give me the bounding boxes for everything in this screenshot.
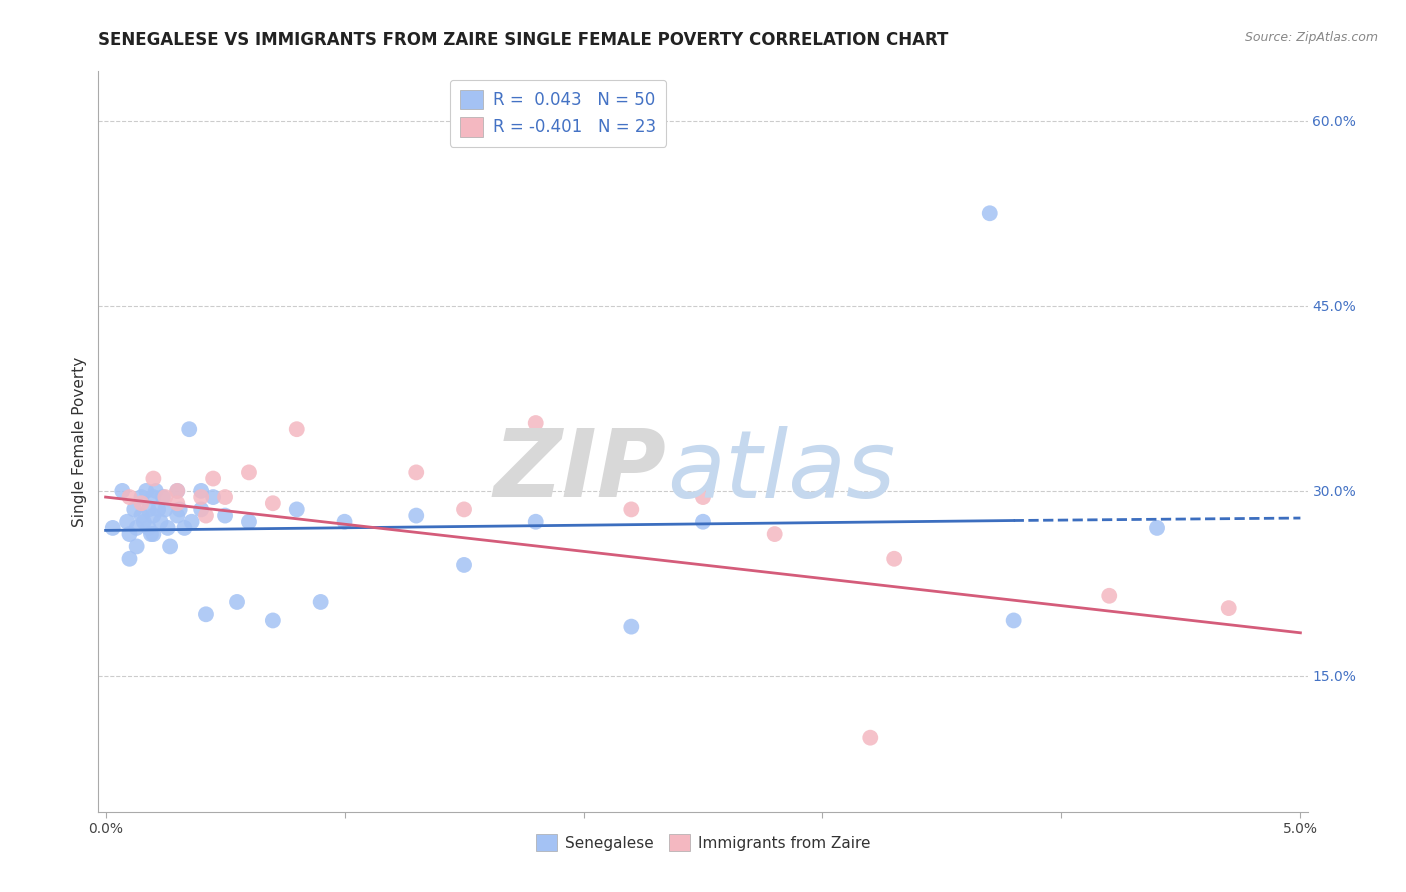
Point bbox=[333, 515, 356, 529]
Point bbox=[214, 508, 236, 523]
Point bbox=[142, 508, 165, 523]
Point bbox=[131, 496, 153, 510]
Point bbox=[138, 521, 160, 535]
Point bbox=[226, 595, 249, 609]
Point bbox=[405, 508, 427, 523]
Point bbox=[173, 521, 195, 535]
Point bbox=[238, 466, 260, 480]
Point bbox=[692, 490, 714, 504]
Point bbox=[122, 502, 145, 516]
Point bbox=[166, 496, 188, 510]
Point bbox=[142, 471, 165, 485]
Point bbox=[166, 483, 188, 498]
Point bbox=[118, 490, 141, 504]
Point bbox=[118, 551, 141, 566]
Point bbox=[142, 527, 165, 541]
Point bbox=[262, 496, 284, 510]
Point bbox=[179, 422, 201, 436]
Point bbox=[166, 483, 188, 498]
Point bbox=[453, 558, 475, 572]
Point bbox=[115, 515, 138, 529]
Text: SENEGALESE VS IMMIGRANTS FROM ZAIRE SINGLE FEMALE POVERTY CORRELATION CHART: SENEGALESE VS IMMIGRANTS FROM ZAIRE SING… bbox=[98, 31, 949, 49]
Point bbox=[524, 416, 547, 430]
Point bbox=[883, 551, 905, 566]
Point bbox=[159, 540, 181, 554]
Point bbox=[194, 508, 217, 523]
Point bbox=[620, 502, 643, 516]
Point bbox=[131, 490, 153, 504]
Point bbox=[190, 490, 212, 504]
Point bbox=[166, 508, 188, 523]
Point bbox=[620, 619, 643, 633]
Text: atlas: atlas bbox=[666, 425, 896, 516]
Point bbox=[146, 502, 169, 516]
Point bbox=[111, 483, 134, 498]
Point bbox=[202, 471, 225, 485]
Point bbox=[1098, 589, 1121, 603]
Point bbox=[190, 502, 212, 516]
Point bbox=[262, 614, 284, 628]
Point bbox=[1218, 601, 1240, 615]
Point bbox=[145, 483, 167, 498]
Point bbox=[118, 527, 141, 541]
Point bbox=[763, 527, 786, 541]
Point bbox=[285, 422, 308, 436]
Point bbox=[180, 515, 202, 529]
Y-axis label: Single Female Poverty: Single Female Poverty bbox=[72, 357, 87, 526]
Point bbox=[405, 466, 427, 480]
Point bbox=[138, 502, 160, 516]
Point bbox=[285, 502, 308, 516]
Point bbox=[190, 483, 212, 498]
Point bbox=[1002, 614, 1025, 628]
Point bbox=[142, 490, 165, 504]
Point bbox=[125, 540, 148, 554]
Point bbox=[859, 731, 882, 745]
Point bbox=[156, 521, 179, 535]
Point bbox=[309, 595, 332, 609]
Point bbox=[194, 607, 217, 622]
Point bbox=[169, 502, 191, 516]
Point bbox=[132, 515, 155, 529]
Point bbox=[692, 515, 714, 529]
Point bbox=[101, 521, 124, 535]
Point bbox=[131, 508, 153, 523]
Text: Source: ZipAtlas.com: Source: ZipAtlas.com bbox=[1244, 31, 1378, 45]
Point bbox=[979, 206, 1001, 220]
Point bbox=[155, 490, 177, 504]
Point bbox=[524, 515, 547, 529]
Point bbox=[152, 490, 174, 504]
Point bbox=[238, 515, 260, 529]
Legend: Senegalese, Immigrants from Zaire: Senegalese, Immigrants from Zaire bbox=[530, 828, 876, 857]
Text: ZIP: ZIP bbox=[494, 425, 666, 517]
Point bbox=[453, 502, 475, 516]
Point bbox=[149, 515, 172, 529]
Point bbox=[125, 521, 148, 535]
Point bbox=[214, 490, 236, 504]
Point bbox=[135, 483, 157, 498]
Point bbox=[155, 502, 177, 516]
Point bbox=[202, 490, 225, 504]
Point bbox=[139, 527, 162, 541]
Point bbox=[1146, 521, 1168, 535]
